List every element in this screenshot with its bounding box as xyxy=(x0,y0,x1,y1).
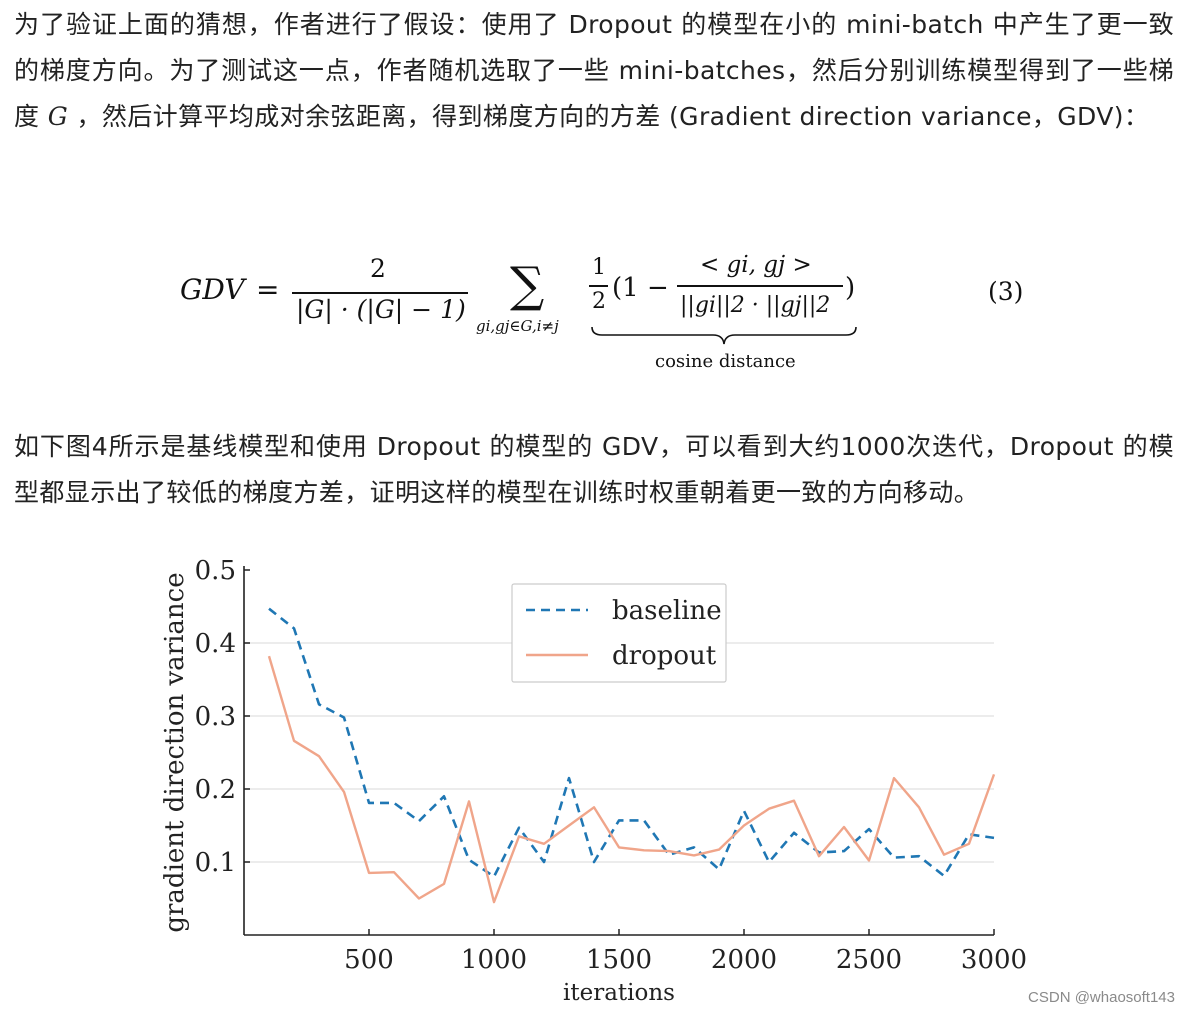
inner-fraction-bar xyxy=(677,285,843,287)
equation-number: (3) xyxy=(988,277,1024,306)
paragraph-result: 如下图4所示是基线模型和使用 Dropout 的模型的 GDV，可以看到大约10… xyxy=(14,432,1174,507)
series-line-dropout xyxy=(267,655,996,904)
y-tick-label: 0.5 xyxy=(195,556,236,586)
x-tick-label: 2000 xyxy=(711,945,777,975)
half-numerator: 1 xyxy=(592,255,606,280)
gdv-line-chart: 0.1 0.2 0.3 0.4 0.5 500 1000 1500 2000 2500 3000 b… xyxy=(160,556,1027,1006)
legend-label-dropout: dropout xyxy=(612,641,717,671)
math-symbol-G: G xyxy=(47,102,69,131)
chart-series xyxy=(267,607,996,904)
half-fraction-bar xyxy=(589,285,608,287)
y-tick-label: 0.2 xyxy=(195,775,236,805)
x-axis-label: iterations xyxy=(563,980,675,1006)
y-axis-label: gradient direction variance xyxy=(160,572,190,932)
underbrace xyxy=(591,326,857,345)
chart-legend: baseline dropout xyxy=(511,583,727,683)
watermark: CSDN @whaosoft143 xyxy=(1028,989,1175,1006)
summation-subscript: gi,gj∈G,i≠j xyxy=(476,317,559,335)
fraction-denominator: |G| · (|G| − 1) xyxy=(296,295,466,324)
y-tick-label: 0.4 xyxy=(195,629,236,659)
fraction-numerator: 2 xyxy=(370,254,386,283)
summation-sign: ∑ xyxy=(510,257,545,313)
paragraph-intro: 为了验证上面的猜想，作者进行了假设：使用了 Dropout 的模型在小的 min… xyxy=(14,2,1174,140)
y-tick-label: 0.3 xyxy=(195,702,236,732)
series-line-baseline xyxy=(268,607,995,878)
paragraph-intro-text-b: ，然后计算平均成对余弦距离，得到梯度方向的方差 (Gradient direct… xyxy=(68,102,1150,131)
paragraph-intro-text-a: 为了验证上面的猜想，作者进行了假设：使用了 Dropout 的模型在小的 min… xyxy=(14,10,1174,131)
equation-lhs: GDV xyxy=(180,273,245,306)
y-tick-label: 0.1 xyxy=(195,848,236,878)
underbrace-label: cosine distance xyxy=(655,351,796,372)
half-denominator: 2 xyxy=(592,289,606,314)
inner-numerator: < gi, gj > xyxy=(700,252,812,278)
inner-denominator: ||gi||2 · ||gj||2 xyxy=(680,293,831,318)
equation-open-paren: (1 − xyxy=(612,273,669,303)
equation-equals: = xyxy=(256,273,280,306)
x-tick-label: 500 xyxy=(344,945,394,975)
x-tick-label: 1500 xyxy=(586,945,652,975)
x-tick-label: 3000 xyxy=(961,945,1027,975)
x-tick-label: 1000 xyxy=(461,945,527,975)
legend-box xyxy=(511,583,727,683)
x-tick-label: 2500 xyxy=(836,945,902,975)
legend-label-baseline: baseline xyxy=(612,596,722,626)
equation-close-paren: ) xyxy=(845,273,856,303)
fraction-bar xyxy=(292,292,468,294)
chart-axes: 0.1 0.2 0.3 0.4 0.5 500 1000 1500 2000 2500 3000 xyxy=(195,556,1027,975)
equation-gdv: GDV = 2 |G| · (|G| − 1) ∑ gi,gj∈G,i≠j 1 … xyxy=(0,245,1189,385)
